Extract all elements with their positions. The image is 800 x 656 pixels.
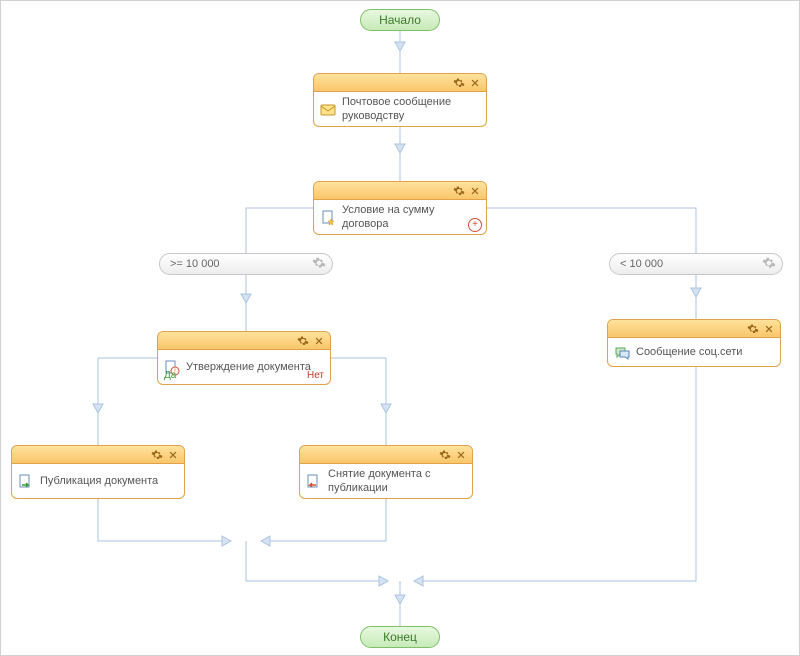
activity-body: Снятие документа с публикации <box>300 464 472 499</box>
activity-publish[interactable]: Публикация документа <box>11 445 185 499</box>
publish-label: Публикация документа <box>40 475 178 489</box>
mail-label: Почтовое сообщение руководству <box>342 96 480 124</box>
gear-icon[interactable] <box>296 334 310 348</box>
doc-warn-icon: ! <box>164 360 180 376</box>
chat-icon <box>614 345 630 361</box>
close-icon[interactable] <box>166 448 180 462</box>
start-terminal[interactable]: Начало <box>360 9 440 31</box>
gear-icon[interactable] <box>762 256 778 272</box>
activity-approve[interactable]: !Утверждение документаДаНет <box>157 331 331 385</box>
gear-icon[interactable] <box>438 448 452 462</box>
gear-icon[interactable] <box>452 184 466 198</box>
cond-label: Условие на сумму договора <box>342 204 480 232</box>
gear-icon[interactable] <box>150 448 164 462</box>
mail-yellow-icon <box>320 102 336 118</box>
activity-body: Почтовое сообщение руководству <box>314 92 486 127</box>
close-icon[interactable] <box>454 448 468 462</box>
condition-branch-cond_lt[interactable]: < 10 000 <box>609 253 783 275</box>
activity-unpub[interactable]: Снятие документа с публикации <box>299 445 473 499</box>
doc-arrow-green-icon <box>18 474 34 490</box>
activity-titlebar <box>608 320 780 338</box>
close-icon[interactable] <box>468 184 482 198</box>
end-label: Конец <box>383 630 417 644</box>
add-branch-icon[interactable]: + <box>468 218 482 232</box>
approve-label: Утверждение документа <box>186 361 324 375</box>
activity-body: Сообщение соц.сети <box>608 338 780 367</box>
close-icon[interactable] <box>762 322 776 336</box>
activity-titlebar <box>158 332 330 350</box>
cond_ge-label: >= 10 000 <box>170 254 220 274</box>
activity-cond[interactable]: Условие на сумму договора+ <box>313 181 487 235</box>
unpub-label: Снятие документа с публикации <box>328 468 466 496</box>
end-terminal[interactable]: Конец <box>360 626 440 648</box>
gear-icon[interactable] <box>312 256 328 272</box>
gear-icon[interactable] <box>746 322 760 336</box>
cond_lt-label: < 10 000 <box>620 254 663 274</box>
doc-star-icon <box>320 210 336 226</box>
gear-icon[interactable] <box>452 76 466 90</box>
activity-body: ! Утверждение документа <box>158 350 330 385</box>
activity-body: Публикация документа <box>12 464 184 499</box>
close-icon[interactable] <box>312 334 326 348</box>
social-label: Сообщение соц.сети <box>636 346 774 360</box>
condition-branch-cond_ge[interactable]: >= 10 000 <box>159 253 333 275</box>
activity-titlebar <box>314 182 486 200</box>
activity-titlebar <box>314 74 486 92</box>
activity-mail[interactable]: Почтовое сообщение руководству <box>313 73 487 127</box>
activity-titlebar <box>300 446 472 464</box>
activity-social[interactable]: Сообщение соц.сети <box>607 319 781 367</box>
activity-titlebar <box>12 446 184 464</box>
close-icon[interactable] <box>468 76 482 90</box>
activity-body: Условие на сумму договора+ <box>314 200 486 235</box>
flowchart-canvas: Начало Конец Почтовое сообщение руководств… <box>0 0 800 656</box>
start-label: Начало <box>379 13 421 27</box>
doc-arrow-red-icon <box>306 474 322 490</box>
